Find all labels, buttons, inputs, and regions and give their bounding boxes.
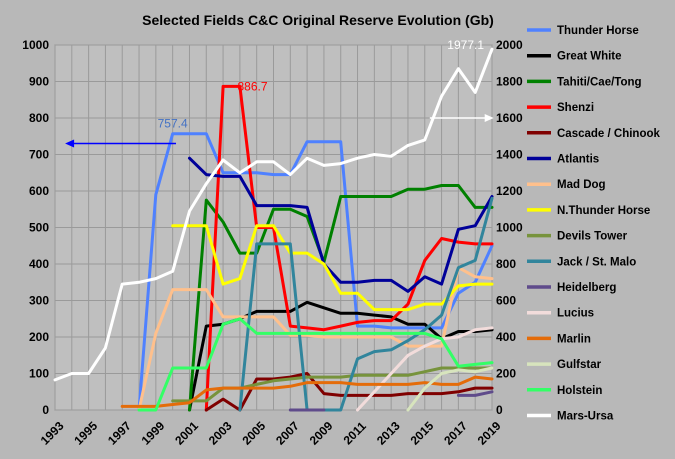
y-right-tick-label: 1200	[496, 184, 523, 198]
series-lines	[53, 47, 494, 412]
annotations: 757.4 886.7 1977.1	[158, 38, 485, 130]
series-line-thunder-horse	[137, 132, 494, 412]
legend-label: Mad Dog	[557, 179, 606, 191]
y-left-tick-label: 400	[29, 257, 49, 271]
annotation-label: 1977.1	[447, 38, 484, 52]
y-left-tick-label: 1000	[22, 38, 49, 52]
legend-label: Devils Tower	[557, 231, 628, 243]
y-left-tick-label: 200	[29, 330, 49, 344]
series-line-mars-ursa	[53, 47, 494, 382]
gridlines	[54, 44, 493, 411]
right-axis-arrow-head	[484, 114, 494, 122]
series-line-shenzi	[204, 84, 494, 412]
y-left-tick-label: 100	[29, 367, 49, 381]
y-right-tick-label: 0	[496, 403, 503, 417]
chart-title: Selected Fields C&C Original Reserve Evo…	[142, 12, 494, 28]
y-left-tick-label: 800	[29, 111, 49, 125]
legend-label: Jack / St. Malo	[557, 256, 636, 268]
legend-label: Cascade / Chinook	[557, 128, 660, 140]
y-left-tick-label: 300	[29, 294, 49, 308]
y-right-tick-label: 1000	[496, 221, 523, 235]
y-axis-right: 0 200 400 600 800 1000 1200 1400 1600 1800 2000	[496, 38, 523, 417]
legend-label: Tahiti/Cae/Tong	[557, 76, 642, 88]
legend-label: Marlin	[557, 333, 591, 345]
y-right-tick-label: 1800	[496, 75, 523, 89]
annotation-label: 886.7	[237, 79, 267, 93]
y-right-tick-label: 1600	[496, 111, 523, 125]
legend-label: Gulfstar	[557, 359, 602, 371]
y-axis-left: 0 100 200 300 400 500 600 700 800 900 1000	[22, 38, 49, 417]
series-line-holstein	[137, 317, 494, 412]
y-right-tick-label: 600	[496, 294, 516, 308]
left-axis-arrow-head	[65, 139, 75, 148]
y-left-tick-label: 700	[29, 148, 49, 162]
legend-label: Mars-Ursa	[557, 411, 614, 423]
y-left-tick-label: 600	[29, 184, 49, 198]
y-right-tick-label: 400	[496, 330, 516, 344]
legend-label: Heidelberg	[557, 282, 616, 294]
annotation-label: 757.4	[158, 117, 188, 131]
series-line-atlantis	[188, 156, 494, 293]
series-line-n-thunder-horse	[171, 224, 494, 312]
legend-label: Atlantis	[557, 154, 599, 166]
legend: Thunder Horse Great White Tahiti/Cae/Tong S…	[527, 25, 660, 423]
legend-label: Thunder Horse	[557, 25, 639, 37]
legend-label: N.Thunder Horse	[557, 205, 650, 217]
axis-arrows	[65, 114, 494, 148]
legend-label: Holstein	[557, 385, 602, 397]
series-line-jack-st-malo	[238, 196, 494, 412]
y-right-tick-label: 200	[496, 367, 516, 381]
legend-label: Lucius	[557, 308, 594, 320]
series-line-tahiti-cae-tong	[188, 184, 494, 412]
legend-label: Great White	[557, 51, 622, 63]
legend-label: Shenzi	[557, 102, 594, 114]
series-line-mad-dog	[137, 266, 494, 412]
y-left-tick-label: 500	[29, 221, 49, 235]
y-right-tick-label: 800	[496, 257, 516, 271]
series-line-gulfstar	[406, 366, 494, 412]
y-right-tick-label: 2000	[496, 38, 523, 52]
y-left-tick-label: 900	[29, 75, 49, 89]
series-line-heidelberg	[288, 390, 494, 412]
y-right-tick-label: 1400	[496, 148, 523, 162]
y-left-tick-label: 0	[42, 403, 49, 417]
